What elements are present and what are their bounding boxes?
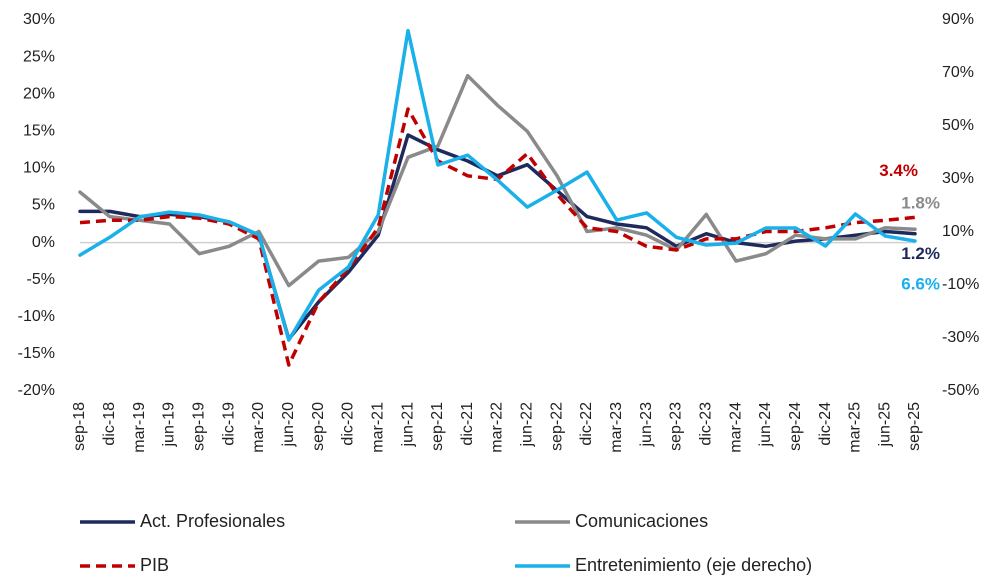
y-tick-label: 10% (23, 160, 55, 177)
x-tick-label: sep-18 (71, 402, 88, 451)
x-tick-label: dic-24 (817, 402, 834, 446)
x-tick-label: dic-23 (697, 402, 714, 446)
x-tick-label: mar-24 (727, 402, 744, 453)
x-tick-label: dic-18 (101, 402, 118, 446)
legend-label: Comunicaciones (575, 511, 708, 531)
y-tick-label: -10% (18, 308, 55, 325)
x-tick-label: jun-25 (876, 402, 893, 448)
x-tick-label: mar-23 (608, 402, 625, 453)
x-tick-label: sep-23 (668, 402, 685, 451)
legend-label: Act. Profesionales (140, 511, 285, 531)
legend-label: Entretenimiento (eje derecho) (575, 555, 812, 575)
y2-tick-label: 90% (942, 11, 974, 28)
x-tick-label: sep-19 (191, 402, 208, 451)
x-tick-label: sep-22 (548, 402, 565, 451)
end-label: 3.4% (879, 161, 918, 180)
x-tick-label: mar-19 (131, 402, 148, 453)
y2-tick-label: 50% (942, 117, 974, 134)
y-tick-label: -15% (18, 345, 55, 362)
x-tick-label: mar-25 (847, 402, 864, 453)
x-tick-label: dic-20 (340, 402, 357, 446)
y-tick-label: 0% (32, 234, 55, 251)
legend-label: PIB (140, 555, 169, 575)
x-tick-label: jun-21 (399, 402, 416, 448)
y2-tick-label: -30% (942, 329, 979, 346)
x-tick-label: mar-22 (489, 402, 506, 453)
end-label: 1.2% (901, 244, 940, 263)
series-line (78, 73, 917, 288)
y-tick-label: -20% (18, 382, 55, 399)
series-line (78, 28, 917, 342)
y2-tick-label: -50% (942, 382, 979, 399)
y-tick-label: 15% (23, 123, 55, 140)
y-tick-label: 25% (23, 48, 55, 65)
y2-tick-label: 30% (942, 170, 974, 187)
x-tick-label: sep-25 (906, 402, 923, 451)
x-tick-label: dic-19 (220, 402, 237, 446)
y-tick-label: 20% (23, 85, 55, 102)
x-tick-label: mar-21 (369, 402, 386, 453)
x-tick-label: sep-24 (787, 402, 804, 451)
y-tick-label: -5% (27, 271, 55, 288)
x-tick-label: mar-20 (250, 402, 267, 453)
x-tick-label: dic-21 (459, 402, 476, 446)
x-tick-label: jun-23 (638, 402, 655, 448)
y2-tick-label: 10% (942, 223, 974, 240)
y-tick-label: 30% (23, 11, 55, 28)
y2-tick-label: 70% (942, 64, 974, 81)
x-tick-label: jun-20 (280, 402, 297, 448)
x-tick-label: jun-24 (757, 402, 774, 448)
x-tick-label: jun-19 (161, 402, 178, 448)
end-label: 1.8% (901, 194, 940, 213)
x-tick-label: sep-21 (429, 402, 446, 451)
end-label: 6.6% (901, 274, 940, 293)
y2-tick-label: -10% (942, 276, 979, 293)
x-tick-label: sep-20 (310, 402, 327, 451)
x-tick-label: jun-22 (519, 402, 536, 448)
x-tick-label: dic-22 (578, 402, 595, 446)
y-tick-label: 5% (32, 197, 55, 214)
